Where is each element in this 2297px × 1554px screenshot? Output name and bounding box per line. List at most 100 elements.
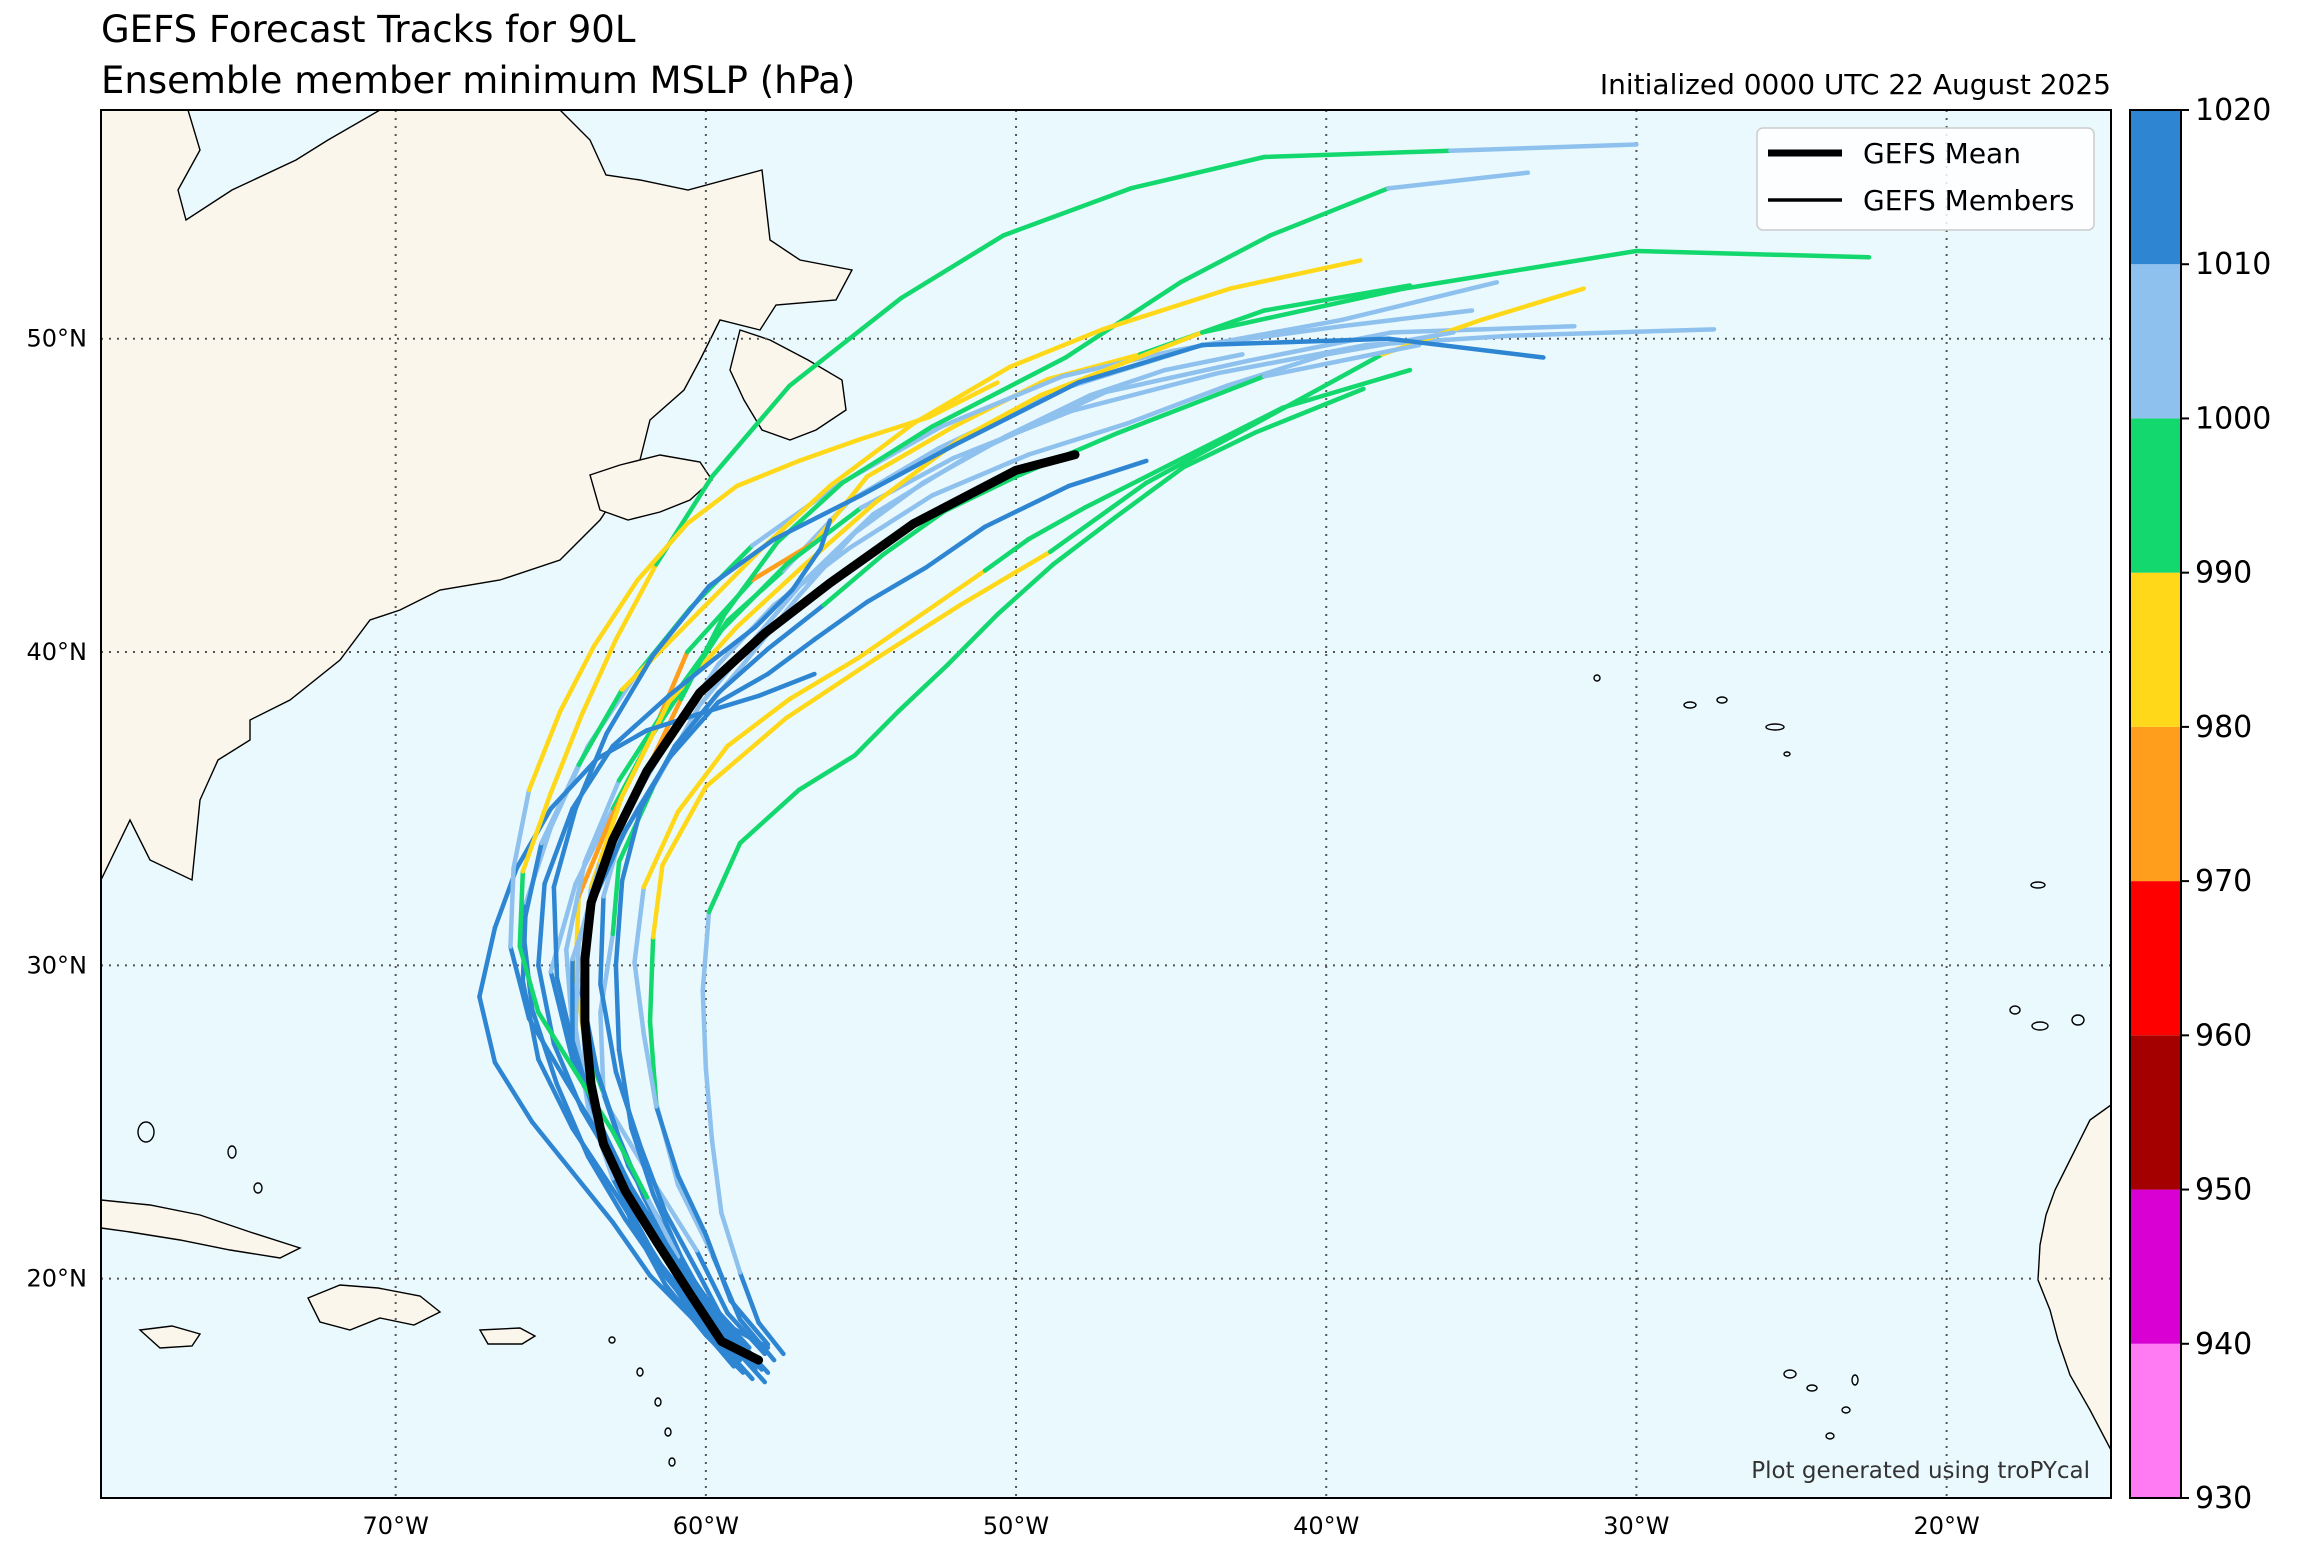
member-segment — [517, 869, 526, 949]
member-segment — [635, 521, 690, 583]
member-segment — [734, 562, 808, 630]
member-segment — [1261, 148, 1453, 160]
member-segment — [1125, 383, 1230, 426]
colorbar-frame — [2129, 109, 2182, 1499]
member-segment — [920, 433, 1009, 486]
member-segment — [1339, 308, 1475, 329]
member-segment — [508, 865, 516, 949]
member-segment — [622, 1216, 665, 1275]
member-segment — [1178, 233, 1273, 285]
member-segment — [1227, 258, 1363, 291]
member-segment — [756, 671, 817, 699]
member-segment — [613, 562, 659, 642]
member-segment — [554, 1082, 591, 1159]
member-segment — [1199, 336, 1391, 348]
member-segment — [737, 1317, 777, 1363]
member-segment — [1038, 330, 1205, 398]
colorbar-segment — [2130, 726, 2181, 882]
cuba — [101, 1199, 302, 1259]
member-segment — [694, 1248, 730, 1316]
member-track — [613, 342, 1422, 1366]
member-segment — [899, 233, 1006, 301]
member-segment — [508, 944, 532, 1021]
member-segment — [542, 806, 575, 887]
member-segment — [874, 602, 963, 661]
title-line-2: Ensemble member minimum MSLP (hPa) — [101, 59, 855, 102]
colorbar-label: 930 — [2195, 1481, 2252, 1516]
member-segment — [650, 1191, 684, 1259]
member-segment — [737, 787, 802, 846]
member-segment — [638, 1144, 668, 1216]
member-segment — [709, 1138, 724, 1216]
member-segment — [610, 693, 671, 749]
member-segment — [703, 715, 789, 790]
member-segment — [647, 1273, 699, 1325]
member-segment — [1100, 286, 1233, 332]
lon-tick-label: 70°W — [363, 1512, 429, 1540]
member-segment — [591, 577, 640, 649]
member-segment — [855, 609, 929, 661]
member-segment — [1305, 352, 1385, 398]
member-segment — [616, 1047, 634, 1131]
puerto-rico — [478, 1327, 537, 1345]
member-segment — [995, 562, 1056, 617]
member-segment — [1113, 464, 1186, 520]
member-segment — [582, 778, 622, 865]
member-segment — [576, 818, 612, 899]
member-segment — [951, 380, 1081, 448]
member-segment — [694, 693, 761, 717]
member-segment — [517, 944, 541, 1015]
member-segment — [812, 599, 870, 642]
member-segment — [1246, 330, 1394, 363]
member-segment — [852, 480, 926, 536]
member-segment — [1634, 248, 1872, 260]
member-segment — [923, 524, 988, 570]
member-segment — [790, 546, 823, 592]
member-segment — [1448, 142, 1639, 153]
member-segment — [1401, 248, 1639, 291]
member-segment — [787, 295, 904, 388]
member-segment — [930, 355, 1068, 429]
lon-tick-labels: 70°W 60°W 50°W 40°W 30°W 20°W — [363, 1512, 1980, 1540]
member-segment — [685, 483, 740, 526]
member-segment — [982, 536, 1031, 573]
lon-tick-label: 40°W — [1293, 1512, 1359, 1540]
member-segment — [554, 975, 581, 1072]
member-segment — [930, 452, 1031, 498]
member-segment — [576, 687, 625, 768]
member-segment — [784, 656, 879, 721]
member-segment — [957, 392, 1044, 442]
legend-members-label: GEFS Members — [1863, 184, 2074, 217]
member-segment — [1510, 327, 1717, 338]
member-segment — [573, 941, 581, 1031]
member-segment — [709, 1304, 752, 1350]
member-segment — [1128, 154, 1267, 191]
member-segment — [1181, 430, 1258, 470]
legend: GEFS Mean GEFS Members — [1756, 127, 2095, 231]
member-segment — [641, 1032, 659, 1109]
member-segment — [864, 565, 929, 605]
member-segment — [753, 587, 795, 630]
member-segment — [765, 602, 826, 652]
member-segment — [719, 1342, 755, 1382]
lat-tick-label: 20°N — [27, 1265, 88, 1293]
colorbar-label: 1010 — [2195, 247, 2271, 282]
lat-tick-label: 30°N — [27, 951, 88, 979]
member-segment — [548, 712, 585, 796]
member-segment — [1007, 327, 1106, 370]
member-segment — [666, 656, 718, 699]
lon-tick-label: 50°W — [983, 1512, 1049, 1540]
member-segment — [548, 756, 600, 811]
member-segment — [712, 624, 758, 661]
member-segment — [551, 806, 578, 890]
member-segment — [756, 1320, 786, 1357]
member-segment — [570, 743, 616, 811]
colorbar-segment — [2130, 264, 2181, 419]
credit-text: Plot generated using troPYcal — [1751, 1458, 2090, 1484]
hispaniola — [307, 1284, 442, 1331]
member-segment — [557, 643, 597, 714]
member-track — [632, 367, 1413, 1347]
member-segment — [536, 881, 547, 968]
small-islands — [137, 674, 2085, 1467]
member-segment — [703, 1066, 715, 1144]
